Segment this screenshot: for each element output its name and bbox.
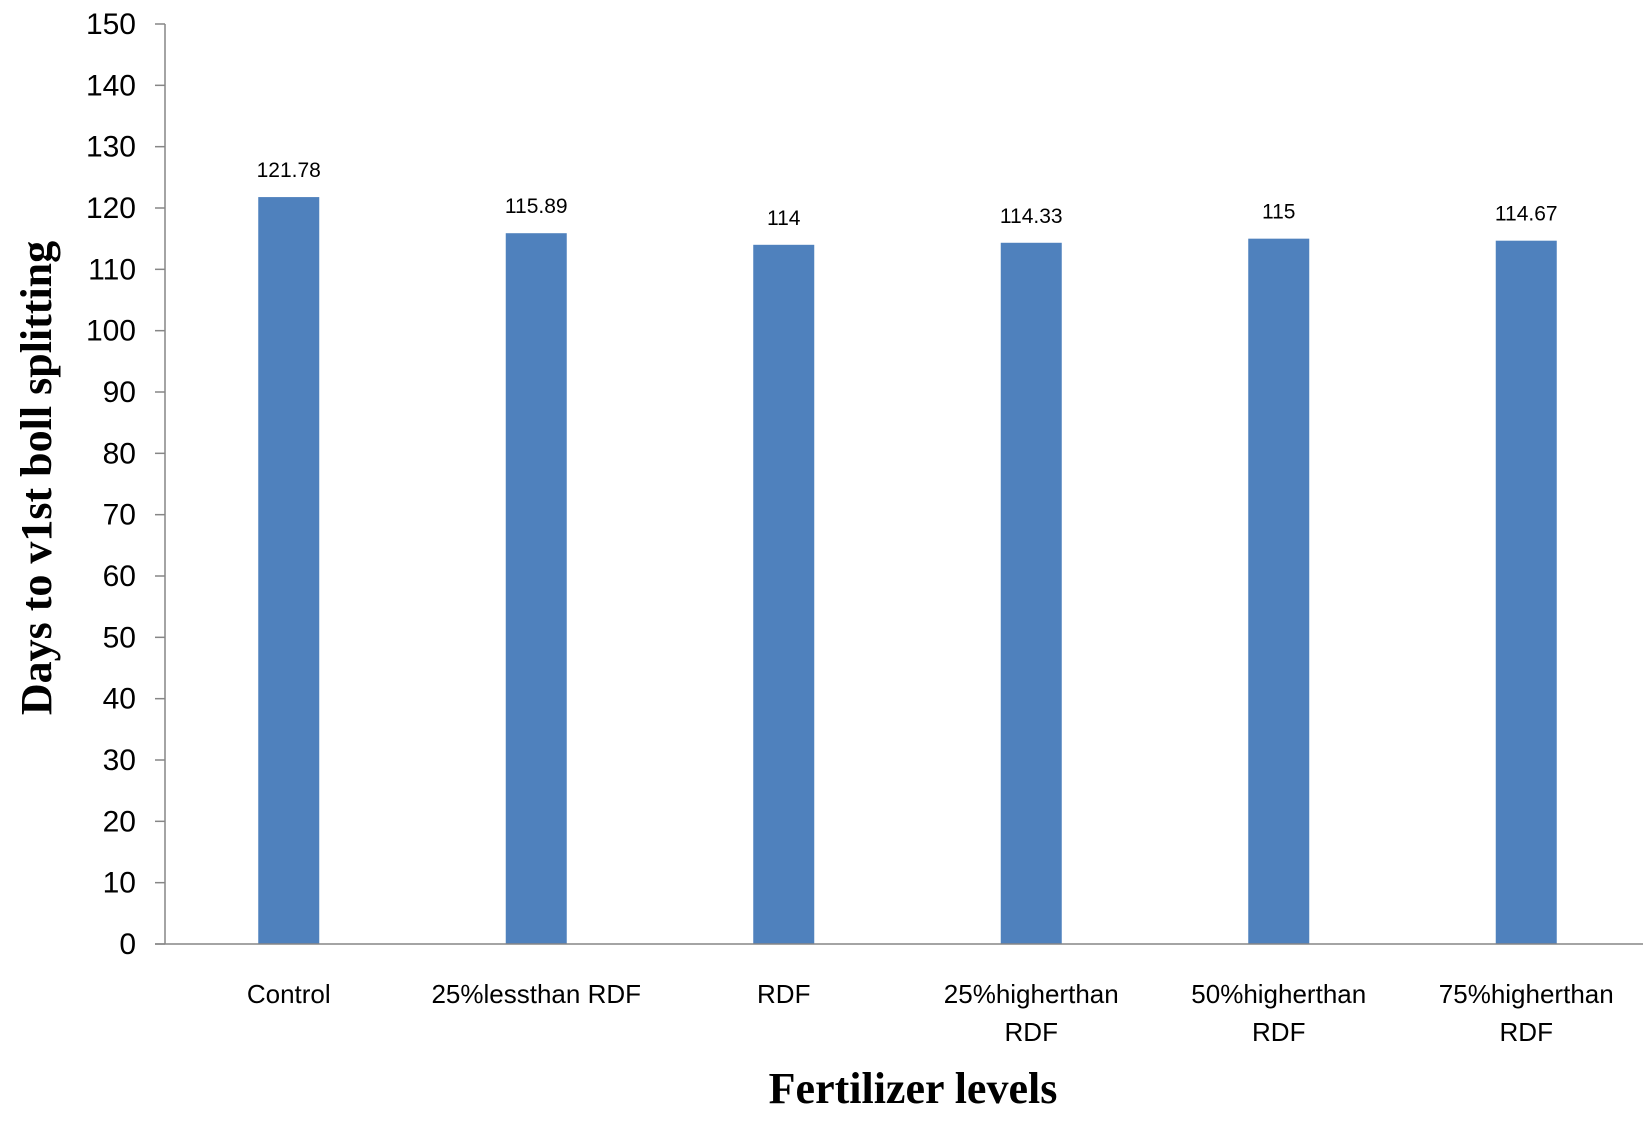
data-label: 121.78 [257, 159, 321, 182]
bar [1248, 238, 1310, 944]
x-tick-label: 25%higherthan RDF [944, 979, 1119, 1047]
bars [258, 197, 1557, 945]
y-tick-label: 20 [103, 805, 136, 838]
data-labels: 121.78 115.89 114 114.33 115 114.67 [257, 159, 1558, 230]
y-axis-ticks: 0 10 20 30 40 50 60 70 80 90 100 110 120 130 140 150 [86, 8, 165, 961]
x-axis-category-labels: Control 25%lessthan RDF RDF 25%higherthan RD… [247, 979, 1614, 1047]
bar [1000, 242, 1062, 944]
x-tick-label: Control [247, 979, 331, 1009]
bar [1495, 240, 1557, 944]
y-tick-label: 140 [86, 69, 136, 102]
y-tick-label: 40 [103, 683, 136, 716]
data-label: 114 [767, 207, 801, 230]
y-tick-label: 30 [103, 744, 136, 777]
x-tick-label: 75%higherthan RDF [1439, 979, 1614, 1047]
y-tick-label: 120 [86, 192, 136, 225]
x-axis-title: Fertilizer levels [769, 1064, 1058, 1113]
x-tick-label: RDF [757, 979, 810, 1009]
y-tick-label: 130 [86, 131, 136, 164]
y-tick-label: 150 [86, 8, 136, 41]
data-label: 114.67 [1495, 203, 1558, 226]
data-label: 115 [1262, 201, 1295, 224]
data-label: 114.33 [1000, 205, 1063, 228]
y-tick-label: 100 [86, 315, 136, 348]
y-tick-label: 80 [103, 437, 136, 470]
bar [753, 244, 815, 945]
y-tick-label: 10 [103, 867, 136, 900]
bar [505, 233, 567, 944]
y-tick-label: 60 [103, 560, 136, 593]
y-tick-label: 110 [88, 253, 136, 286]
y-tick-label: 90 [103, 376, 136, 409]
data-label: 115.89 [505, 195, 568, 218]
y-tick-label: 70 [103, 499, 136, 532]
x-tick-label: 50%higherthan RDF [1191, 979, 1366, 1047]
bar [258, 197, 320, 945]
y-axis-title: Days to v1st boll splitting [12, 241, 61, 715]
y-tick-label: 0 [119, 928, 136, 961]
y-tick-label: 50 [103, 621, 136, 654]
x-tick-label: 25%lessthan RDF [431, 979, 641, 1009]
